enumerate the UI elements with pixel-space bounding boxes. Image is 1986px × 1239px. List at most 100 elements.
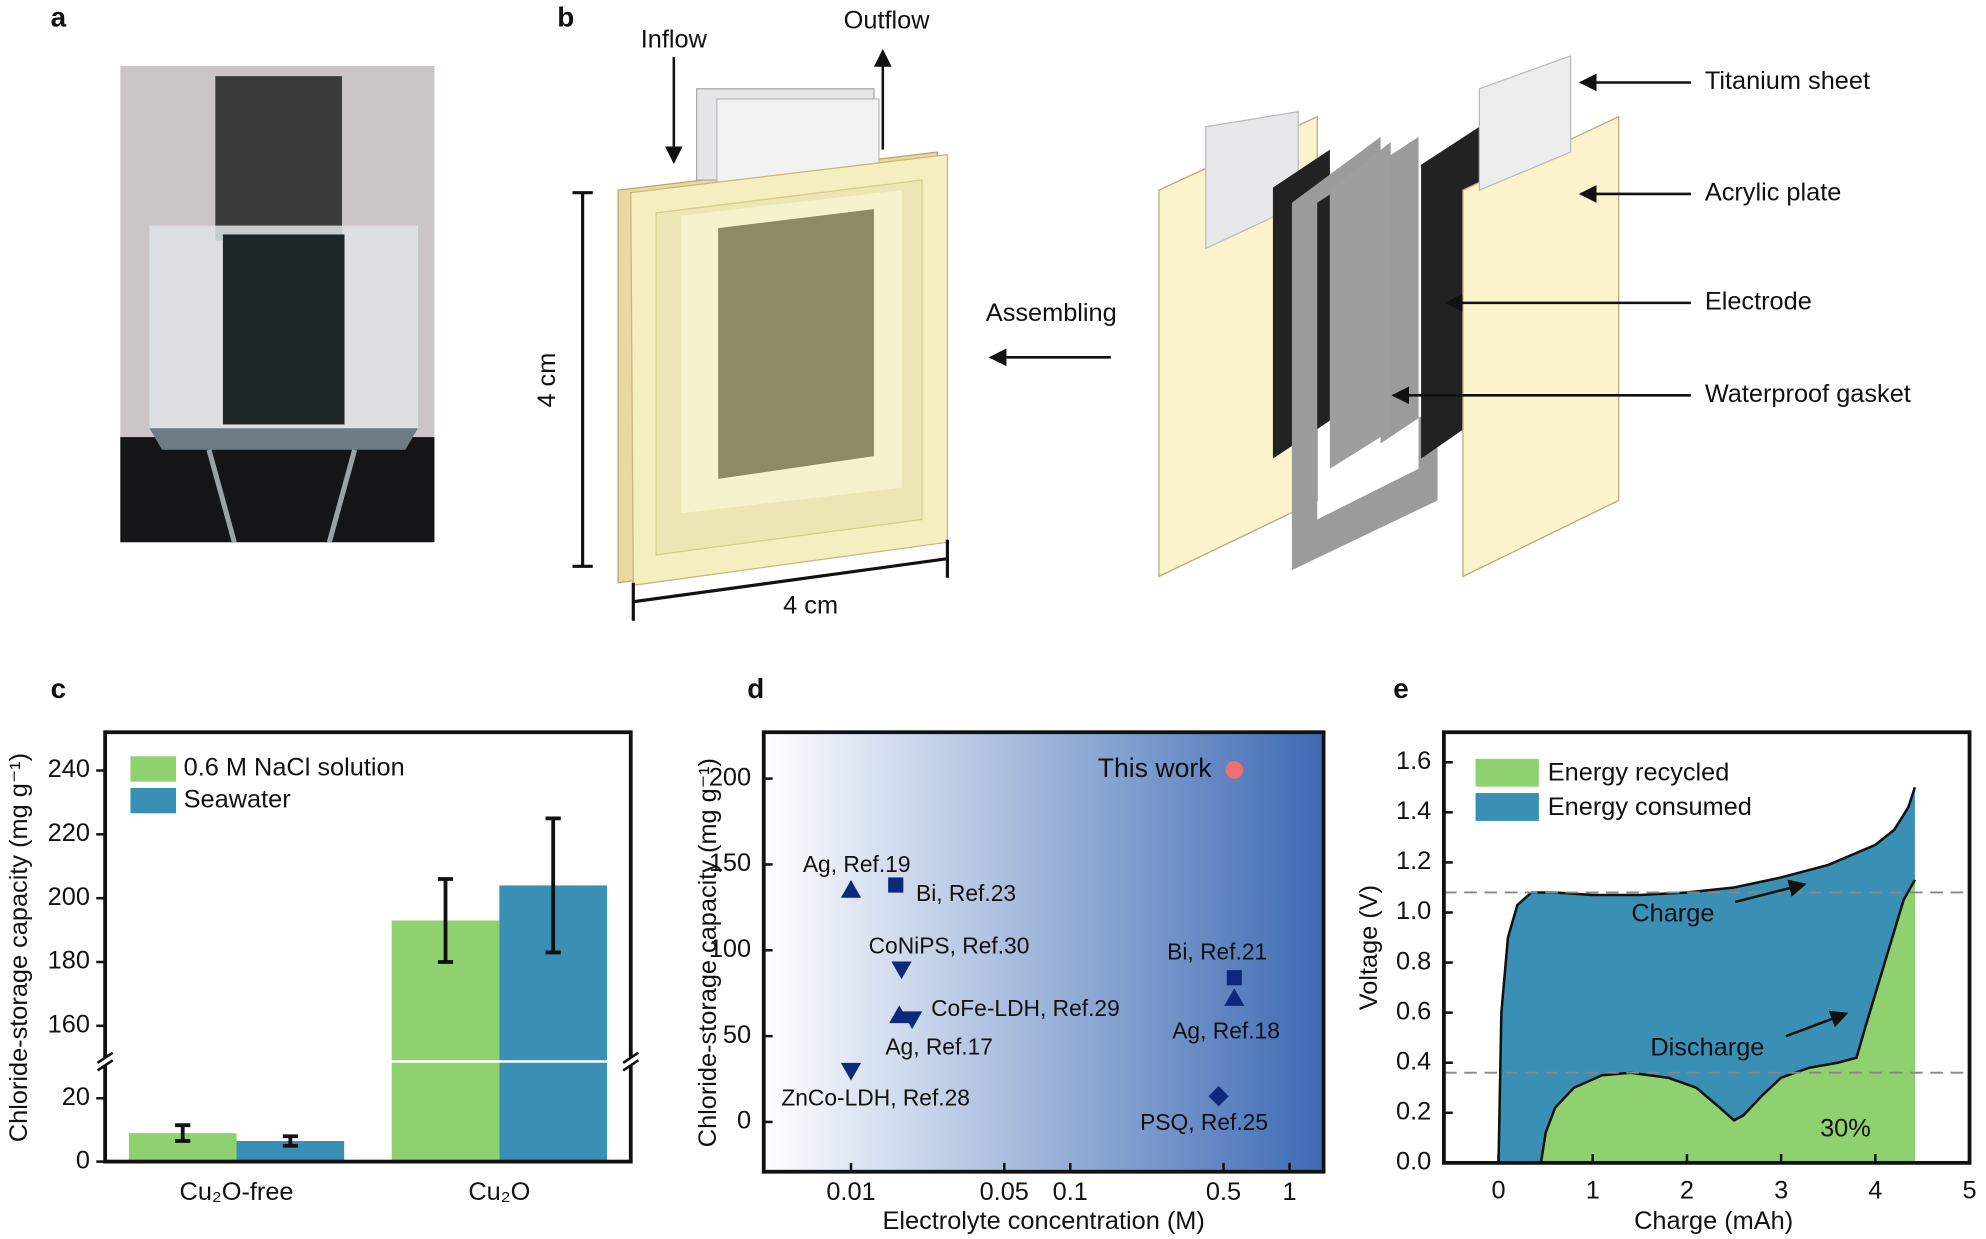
y-tick-label: 240 <box>48 755 90 783</box>
diagram-label: 4 cm <box>533 353 561 408</box>
y-tick-label: 100 <box>709 935 751 963</box>
y-tick-label: 0.2 <box>1396 1097 1431 1125</box>
plot-background <box>763 732 1324 1172</box>
x-tick-label: 5 <box>1962 1177 1976 1205</box>
y-tick-label: 1.0 <box>1396 897 1431 925</box>
y-axis-label: Chloride-storage capacity (mg g⁻¹) <box>694 758 722 1147</box>
diagram-label: Assembling <box>986 299 1117 327</box>
y-tick-label: 200 <box>48 883 90 911</box>
diagram-label: Waterproof gasket <box>1705 380 1911 408</box>
diagram-label: 4 cm <box>783 592 838 620</box>
data-point <box>891 961 912 980</box>
diagram-label: Inflow <box>641 25 708 53</box>
x-tick-label: 0.05 <box>980 1178 1029 1206</box>
data-point <box>1224 988 1245 1006</box>
y-tick-label: 0.4 <box>1396 1047 1431 1075</box>
error-bar-line <box>545 816 561 955</box>
photo <box>120 66 435 543</box>
axis-break-mark <box>622 1051 640 1072</box>
error-bar-line <box>282 1134 298 1148</box>
x-tick-label: Cu₂O <box>468 1178 530 1206</box>
point-label: Bi, Ref.23 <box>916 880 1016 906</box>
y-tick-label: 50 <box>723 1021 751 1049</box>
point-label: ZnCo-LDH, Ref.28 <box>781 1085 970 1111</box>
y-tick-label: 0 <box>76 1146 90 1174</box>
x-tick-label: 3 <box>1774 1177 1788 1205</box>
point-label: CoFe-LDH, Ref.29 <box>931 995 1120 1021</box>
annotation-arrow <box>1785 1010 1849 1038</box>
y-tick-label: 20 <box>62 1083 90 1111</box>
annotation: Charge <box>1631 899 1714 927</box>
area <box>1540 879 1915 1163</box>
data-point <box>1226 970 1242 986</box>
y-tick-label: 0.6 <box>1396 997 1431 1025</box>
y-axis-label: Chloride-storage capacity (mg g⁻¹) <box>5 753 33 1142</box>
data-point <box>840 1062 862 1081</box>
panel-label: b <box>557 1 574 32</box>
x-axis-label: Electrolyte concentration (M) <box>882 1207 1204 1235</box>
error-bar <box>282 1134 298 1148</box>
legend-label: Seawater <box>184 785 292 813</box>
panel-label: d <box>747 673 764 704</box>
point-label: PSQ, Ref.25 <box>1140 1109 1268 1135</box>
legend-label: Energy consumed <box>1548 793 1752 821</box>
y-tick-label: 220 <box>48 819 90 847</box>
diagram-label: Electrode <box>1705 288 1812 316</box>
y-tick-label: 1.4 <box>1396 797 1431 825</box>
x-tick-label: 1 <box>1586 1177 1600 1205</box>
annotation: 30% <box>1820 1115 1871 1143</box>
x-tick-label: 0.01 <box>826 1178 875 1206</box>
error-bar-line <box>175 1123 191 1143</box>
data-point <box>901 1011 923 1030</box>
diagram-label: Acrylic plate <box>1705 179 1842 207</box>
line <box>1539 879 1916 1164</box>
error-bar <box>545 816 561 955</box>
x-tick-label: 0.5 <box>1206 1178 1241 1206</box>
y-tick-label: 180 <box>48 947 90 975</box>
plot-frame <box>1442 730 1972 1165</box>
y-tick-label: 0.0 <box>1396 1148 1431 1176</box>
y-tick-label: 1.6 <box>1396 747 1431 775</box>
legend-swatch <box>1475 793 1539 821</box>
axis-break-mark <box>96 1051 114 1072</box>
y-tick-label: 1.2 <box>1396 847 1431 875</box>
x-tick-label: 0.1 <box>1053 1178 1088 1206</box>
x-tick-label: 2 <box>1680 1177 1694 1205</box>
legend-label: 0.6 M NaCl solution <box>184 754 405 782</box>
annotation-arrow <box>1734 879 1807 904</box>
data-point <box>840 880 862 898</box>
panel-label: c <box>51 673 67 704</box>
plot-frame <box>761 730 1326 1174</box>
point-label: CoNiPS, Ref.30 <box>869 933 1030 959</box>
y-axis-label: Voltage (V) <box>1355 885 1383 1010</box>
assembled-cell <box>572 49 949 621</box>
y-tick-label: 150 <box>709 849 751 877</box>
point-label: This work <box>1098 753 1212 783</box>
data-point <box>888 877 904 893</box>
error-bar <box>437 877 454 964</box>
data-point <box>1225 761 1244 779</box>
data-point <box>889 1005 910 1024</box>
x-axis-label: Charge (mAh) <box>1634 1207 1793 1235</box>
x-tick-label: 0 <box>1491 1177 1505 1205</box>
diagram-label: Titanium sheet <box>1705 67 1870 95</box>
error-bar <box>175 1123 191 1143</box>
plot-frame <box>103 730 633 1164</box>
y-tick-label: 160 <box>48 1011 90 1039</box>
line <box>1497 786 1917 1163</box>
x-tick-label: 4 <box>1868 1177 1882 1205</box>
legend-swatch <box>130 756 177 782</box>
legend-label: Energy recycled <box>1548 759 1730 787</box>
pointer-arrows <box>1391 73 1691 405</box>
bar <box>236 1141 345 1162</box>
error-bar-line <box>437 877 454 964</box>
panel-label: e <box>1393 673 1409 704</box>
y-tick-label: 0.8 <box>1396 947 1431 975</box>
legend-swatch <box>1475 758 1539 787</box>
legend-swatch <box>130 787 177 814</box>
x-tick-label: 1 <box>1282 1178 1296 1206</box>
annotation: Discharge <box>1650 1034 1764 1062</box>
panel-label: a <box>51 1 67 32</box>
diagram-label: Outflow <box>844 6 931 34</box>
